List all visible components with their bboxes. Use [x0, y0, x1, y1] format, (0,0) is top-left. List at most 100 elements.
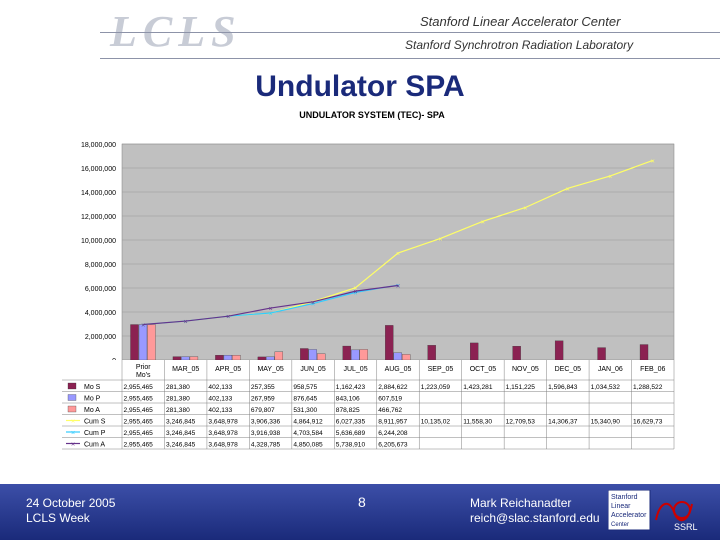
data-label: 14,306,37 — [548, 419, 578, 426]
point-cum-a: × — [269, 306, 273, 313]
data-label: 267,959 — [251, 396, 275, 403]
data-label: 2,955,465 — [124, 442, 154, 449]
legend-label: Cum S — [84, 419, 106, 426]
point-cum-s: × — [566, 186, 570, 193]
data-label: 11,558,30 — [463, 419, 492, 426]
bar-mo-s — [512, 346, 521, 361]
point-cum-s: × — [141, 323, 145, 330]
plot-area — [121, 143, 675, 361]
data-label: 281,380 — [166, 396, 190, 403]
point-cum-s: × — [269, 311, 273, 318]
slac-ssrl-logo: Stanford Linear Accelerator Center SSRL — [608, 490, 698, 532]
bar-mo-s — [597, 347, 606, 361]
x-tick-label: DEC_05 — [555, 366, 582, 373]
y-tick-label: 12,000,000 — [81, 214, 116, 221]
point-cum-a: × — [311, 300, 315, 307]
bar-mo-s — [342, 345, 351, 361]
data-label: 843,106 — [336, 396, 360, 403]
data-label: 3,246,845 — [166, 419, 196, 426]
data-label: 876,645 — [293, 396, 317, 403]
bar-mo-p — [181, 356, 190, 361]
x-tick-label: AUG_05 — [385, 366, 412, 373]
footer-email[interactable]: reich@slac.stanford.edu — [470, 511, 600, 525]
legend-marker: × — [71, 442, 75, 449]
point-cum-a: × — [353, 289, 357, 296]
bar-mo-a — [317, 353, 326, 361]
point-cum-p: × — [396, 283, 400, 290]
y-tick-label: 16,000,000 — [81, 166, 116, 173]
data-label: 6,244,208 — [378, 430, 408, 437]
bar-mo-s — [130, 324, 139, 361]
data-label: 1,288,522 — [633, 384, 663, 391]
data-label: 2,955,465 — [124, 384, 154, 391]
x-tick-label-cont: Mo's — [136, 372, 151, 379]
bar-mo-s — [300, 348, 309, 361]
data-label: 3,906,336 — [251, 419, 281, 426]
legend-marker: × — [71, 430, 75, 437]
x-tick-label: JUL_05 — [343, 366, 367, 373]
bar-mo-a — [402, 354, 411, 361]
bar-mo-s — [172, 356, 182, 361]
bar-mo-s — [554, 340, 564, 361]
data-label: 958,575 — [293, 384, 317, 391]
bar-mo-s — [639, 344, 649, 361]
data-label: 6,205,673 — [378, 442, 408, 449]
footer-event: LCLS Week — [26, 511, 90, 525]
data-label: 2,884,622 — [378, 384, 408, 391]
data-label: 4,703,584 — [293, 430, 323, 437]
legend-key-mo-a — [67, 405, 77, 413]
y-tick-label: 14,000,000 — [81, 190, 116, 197]
data-label: 3,648,978 — [208, 430, 238, 437]
footer-band — [0, 484, 720, 540]
data-label: 4,850,085 — [293, 442, 323, 449]
data-label: 402,133 — [208, 384, 232, 391]
footer-right: Mark Reichanadter reich@slac.stanford.ed… — [470, 496, 600, 526]
bar-mo-a — [189, 356, 199, 361]
data-label: 2,955,465 — [124, 396, 154, 403]
x-tick-label: Prior — [136, 364, 151, 371]
point-cum-p: × — [226, 314, 230, 321]
chart-frame: UNDULATOR SYSTEM (TEC)- SPA 18,000,000 16,… — [62, 100, 682, 464]
slide-header: LCLS Stanford Linear Accelerator Center … — [0, 0, 720, 62]
data-label: 1,223,059 — [421, 384, 451, 391]
org-name-ssrl: Stanford Synchrotron Radiation Laborator… — [405, 38, 634, 52]
point-cum-s: × — [523, 205, 527, 212]
point-cum-s: × — [438, 236, 442, 243]
logo-text-2: Accelerator — [611, 512, 647, 519]
data-label: 402,133 — [208, 396, 232, 403]
data-label: 1,151,225 — [506, 384, 536, 391]
bar-mo-s — [385, 325, 394, 361]
bar-mo-a — [359, 349, 368, 361]
line-cum-a — [143, 284, 399, 326]
footer-left: 24 October 2005 LCLS Week — [26, 496, 115, 526]
org-name-slac: Stanford Linear Accelerator Center — [420, 14, 621, 29]
bar-mo-p — [223, 355, 233, 361]
logo-text-1: Linear — [611, 503, 631, 510]
footer-date: 24 October 2005 — [26, 496, 116, 510]
data-label: 4,864,912 — [293, 419, 323, 426]
data-label: 3,648,978 — [208, 419, 238, 426]
legend-label: Mo A — [84, 407, 100, 414]
data-label: 12,709,53 — [506, 419, 536, 426]
point-cum-s: × — [608, 174, 612, 181]
data-label: 607,519 — [378, 396, 402, 403]
point-cum-a: × — [184, 319, 188, 326]
legend-label: Cum A — [84, 442, 105, 449]
data-table-bg — [62, 360, 682, 443]
y-tick-label: 10,000,000 — [81, 238, 116, 245]
point-cum-a: × — [141, 323, 145, 330]
bar-mo-p — [266, 356, 275, 361]
point-cum-a: × — [226, 314, 230, 321]
legend-label: Cum P — [84, 430, 106, 437]
y-tick-label: 8,000,000 — [85, 262, 116, 269]
bar-mo-a — [274, 351, 284, 361]
header-divider-bottom — [100, 58, 720, 59]
point-cum-s: × — [184, 319, 188, 326]
data-label: 466,762 — [378, 407, 402, 414]
data-label: 3,246,845 — [166, 442, 196, 449]
data-label: 5,636,689 — [336, 430, 366, 437]
x-tick-label: JAN_06 — [598, 366, 623, 373]
point-cum-a: × — [396, 284, 400, 291]
data-label: 281,380 — [166, 384, 190, 391]
y-tick-label: 4,000,000 — [85, 310, 116, 317]
